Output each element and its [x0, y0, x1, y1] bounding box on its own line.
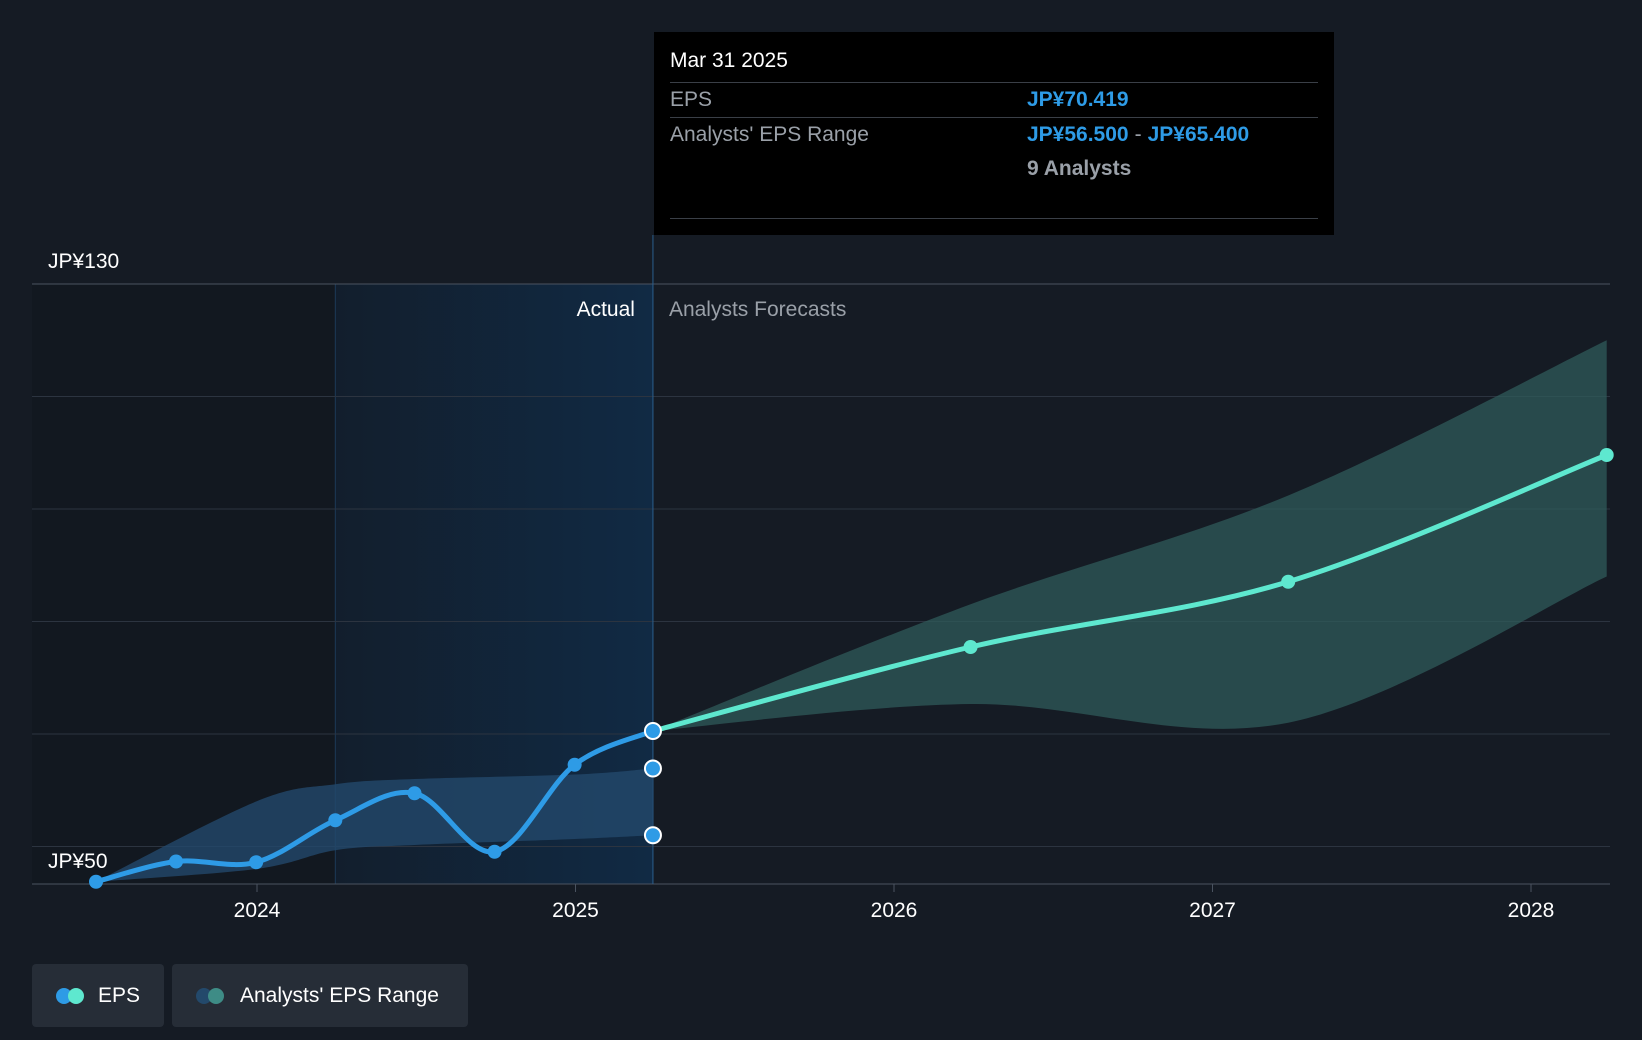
legend-eps-range[interactable]: Analysts' EPS Range: [172, 964, 468, 1027]
y-tick-label: JP¥50: [48, 850, 108, 873]
eps-point: [89, 874, 104, 889]
tooltip-range-label: Analysts' EPS Range: [670, 123, 869, 146]
eps-forecast-point: [963, 640, 978, 654]
forecast-label: Analysts Forecasts: [669, 298, 846, 321]
x-tick-label: 2028: [1508, 899, 1555, 922]
y-tick-label: JP¥130: [48, 250, 119, 273]
eps-point: [169, 854, 184, 869]
eps-forecast-point: [1281, 574, 1296, 589]
x-tick-label: 2027: [1189, 899, 1236, 922]
range-high-highlight-point: [643, 759, 662, 778]
eps-point: [407, 786, 422, 801]
eps-range-legend-icon: [196, 987, 226, 1004]
x-tick-label: 2025: [552, 899, 599, 922]
eps-legend-icon: [56, 987, 84, 1004]
range-low-highlight-point: [643, 826, 662, 845]
eps-forecast-point: [1599, 448, 1614, 462]
tooltip-date: Mar 31 2025: [670, 49, 788, 72]
tooltip-analysts-count: 9 Analysts: [1027, 157, 1132, 180]
tooltip-range-row: Analysts' EPS Range JP¥56.500 - JP¥65.40…: [670, 117, 1318, 152]
eps-range-actual-band: [96, 768, 653, 882]
eps-point: [328, 813, 343, 828]
tooltip-range-high: JP¥65.400: [1147, 123, 1250, 146]
eps-forecast-line: [650, 452, 1610, 734]
eps-point: [487, 844, 502, 859]
tooltip-range-separator: -: [1134, 123, 1142, 146]
tooltip-eps-value: JP¥70.419: [1027, 88, 1129, 111]
eps-point: [249, 855, 264, 870]
eps-range-forecast-band: [652, 340, 1607, 731]
x-tick-label: 2024: [234, 899, 281, 922]
tooltip-eps-label: EPS: [670, 88, 713, 111]
tooltip-eps-row: EPS JP¥70.419: [670, 82, 1318, 117]
tooltip-divider: [670, 218, 1318, 219]
x-tick-label: 2026: [871, 899, 918, 922]
eps-point: [567, 757, 582, 772]
eps-highlight-point: [643, 722, 662, 740]
legend-eps-range-label: Analysts' EPS Range: [240, 983, 439, 1007]
actual-label: Actual: [577, 298, 635, 321]
eps-actual-line: [93, 728, 656, 885]
legend-eps[interactable]: EPS: [32, 964, 164, 1027]
tooltip-analysts-row: 9 Analysts: [670, 152, 1318, 186]
tooltip-range-low: JP¥56.500: [1027, 123, 1129, 146]
tooltip: Mar 31 2025 EPS JP¥70.419 Analysts' EPS …: [654, 32, 1334, 235]
legend-eps-label: EPS: [97, 983, 140, 1007]
